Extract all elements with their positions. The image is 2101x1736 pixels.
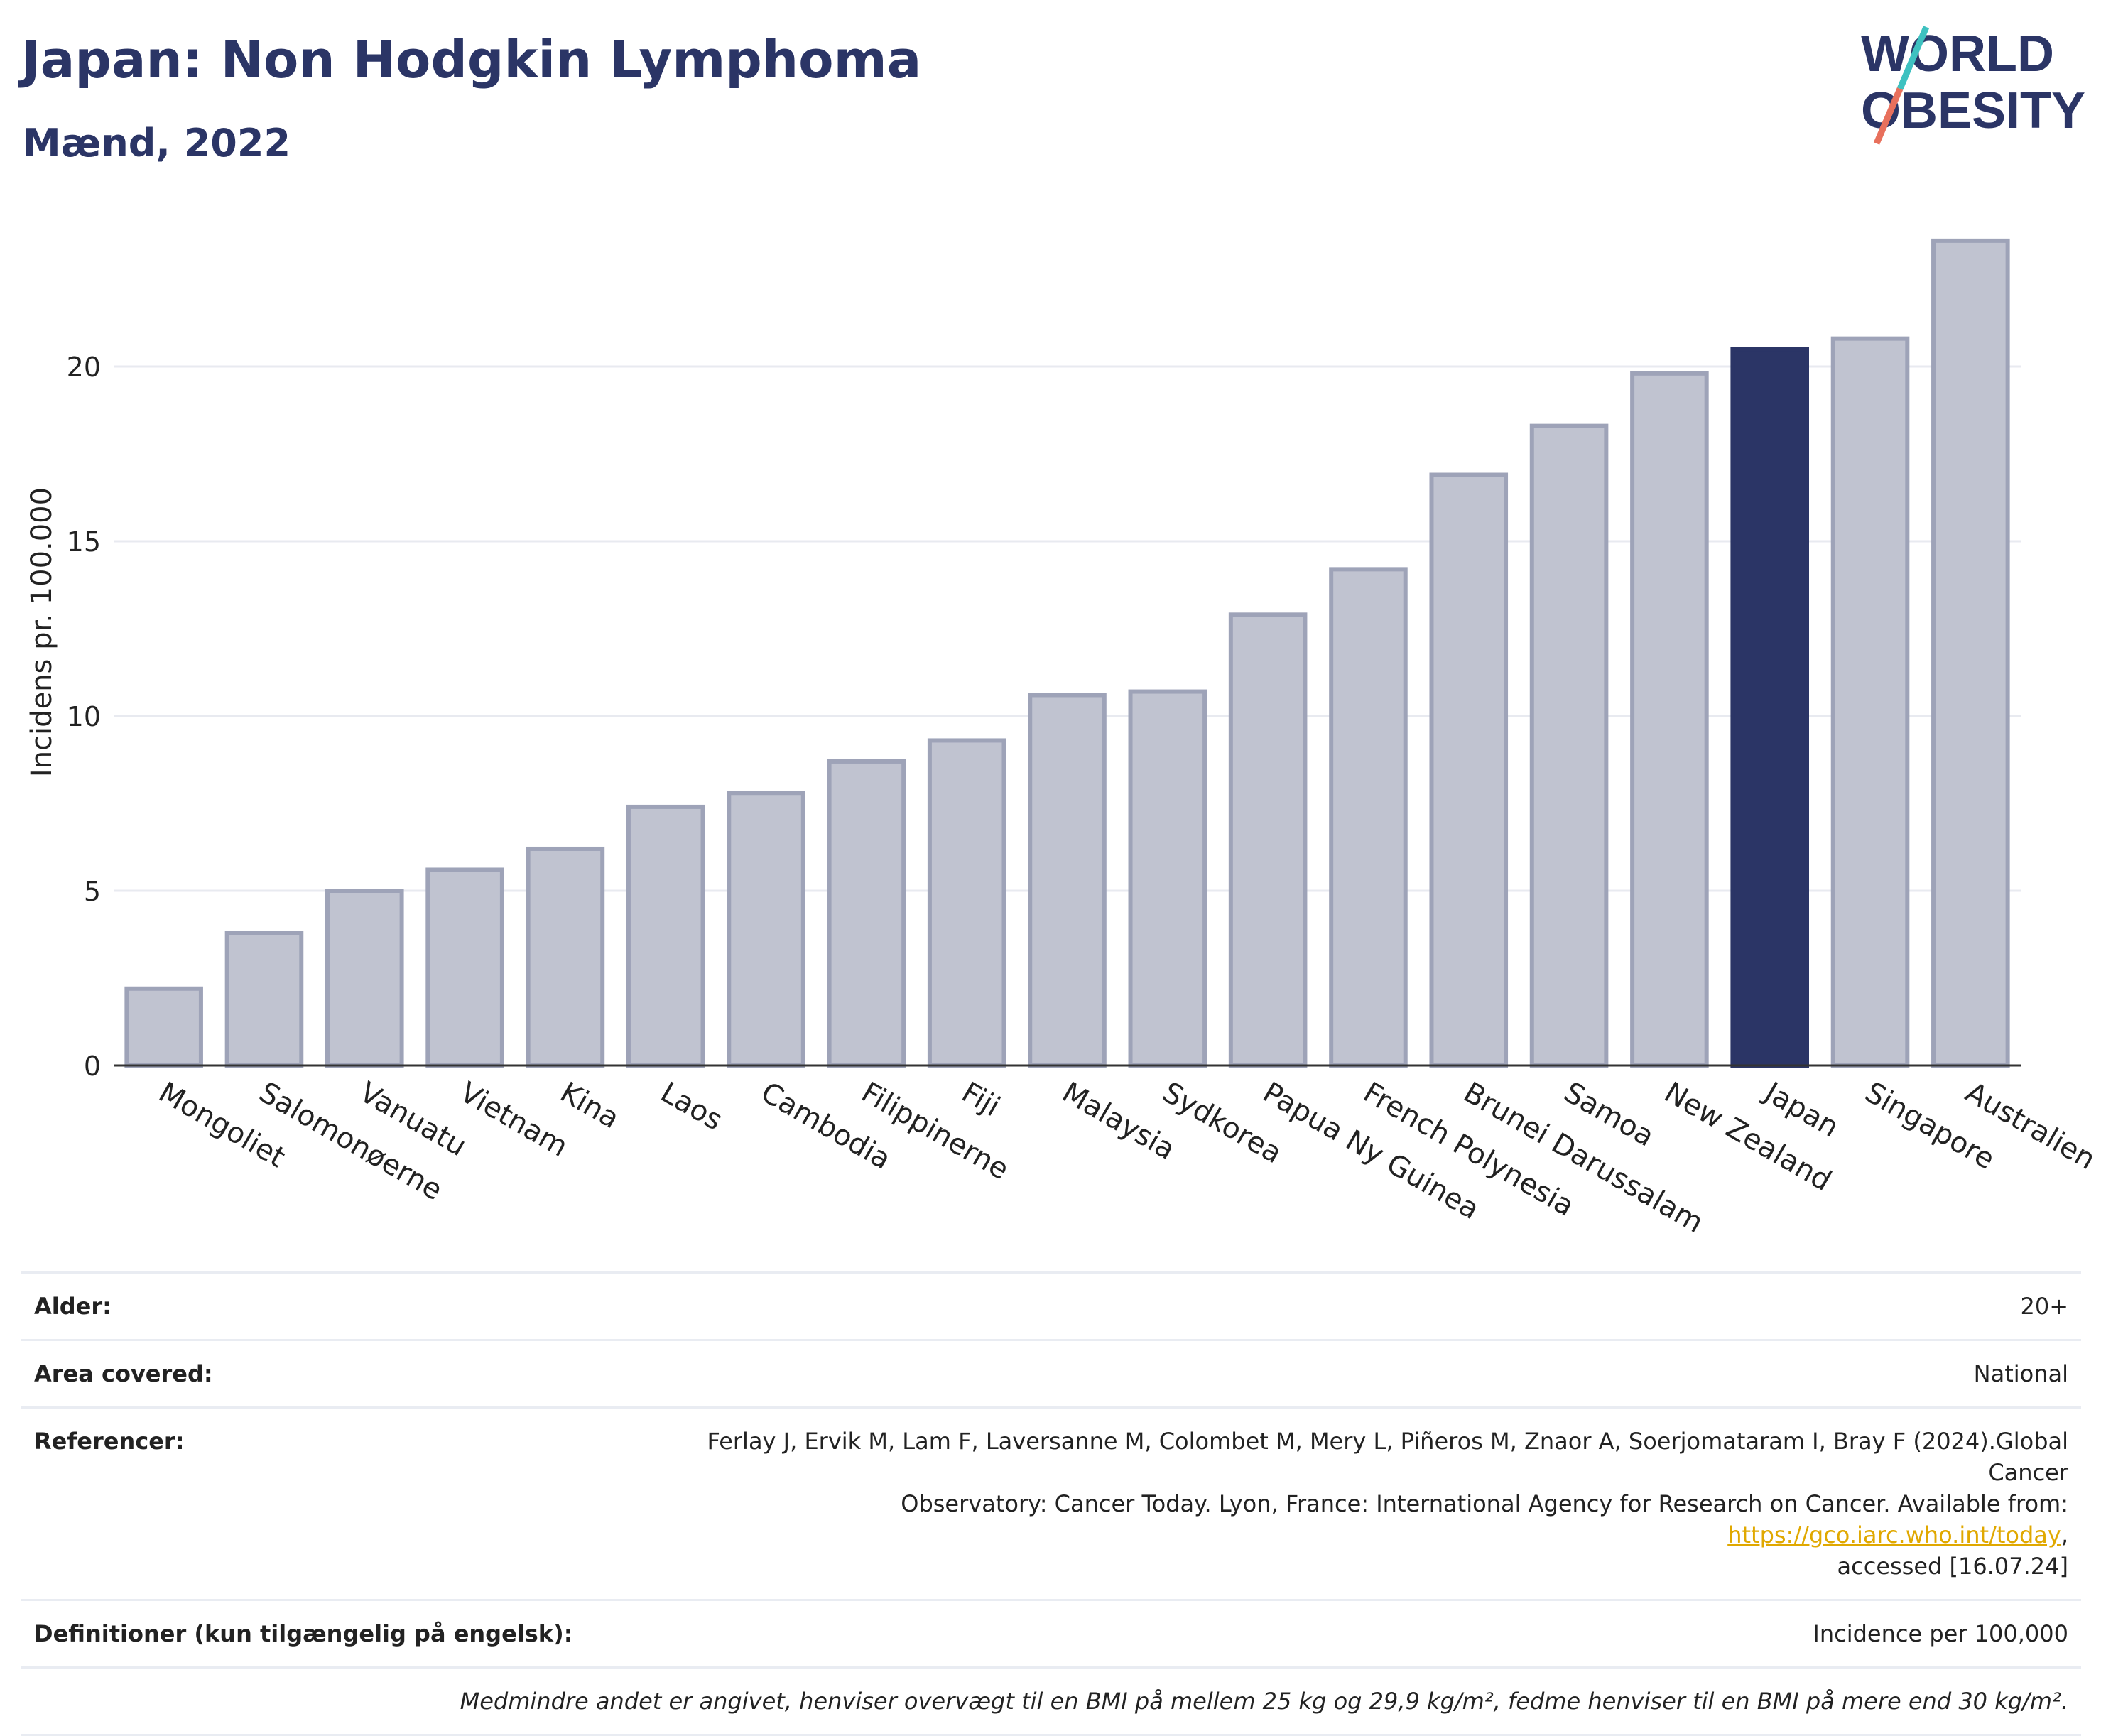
info-row-note: Medmindre andet er angivet, henviser ove…	[21, 1666, 2081, 1736]
age-label: Alder:	[34, 1293, 112, 1320]
bar-laos	[626, 804, 705, 1068]
y-axis-label: Incidens pr. 100.000	[26, 487, 58, 777]
references-label: Referencer:	[34, 1428, 185, 1455]
bar-new-zealand	[1630, 371, 1709, 1068]
x-tick-label: Kina	[555, 1076, 625, 1135]
reference-text-4: accessed [16.07.24]	[1837, 1553, 2068, 1580]
info-table: Alder: 20+ Area covered: National Refere…	[21, 1271, 2081, 1736]
y-tick-label: 15	[67, 526, 101, 558]
y-tick-label: 20	[67, 352, 101, 383]
bar-chart: 0 5 10 15 20 MongolietSalomonøerneVanuatuVie…	[26, 238, 2101, 1239]
info-row-age: Alder: 20+	[21, 1271, 2081, 1339]
x-tick-label: Malaysia	[1057, 1076, 1180, 1166]
bar-vanuatu	[325, 889, 404, 1068]
bar-salomonøerne	[224, 931, 304, 1068]
bar-japan	[1730, 347, 1809, 1068]
world-obesity-logo: WORLD OBESITY	[1861, 26, 2085, 145]
bar-kina	[526, 846, 605, 1068]
definitions-value: Incidence per 100,000	[1813, 1620, 2068, 1647]
bar-mongoliet	[124, 986, 203, 1068]
x-tick-label: Vietnam	[455, 1076, 573, 1163]
y-tick-label: 10	[67, 701, 101, 732]
bar-australien	[1931, 238, 2010, 1068]
page-title: Japan: Non Hodgkin Lymphoma	[21, 30, 922, 89]
bmi-note: Medmindre andet er angivet, henviser ove…	[460, 1688, 2068, 1715]
info-row-definitions: Definitioner (kun tilgængelig på engelsk…	[21, 1599, 2081, 1666]
svg-text:WORLD: WORLD	[1861, 26, 2054, 82]
bar-french-polynesia	[1329, 567, 1408, 1068]
bar-brunei-darussalam	[1429, 472, 1509, 1068]
bar-malaysia	[1028, 693, 1107, 1068]
reference-text-3: ,	[2061, 1521, 2068, 1548]
page-subtitle: Mænd, 2022	[23, 121, 291, 166]
bar-filippinerne	[827, 759, 906, 1068]
definitions-label: Definitioner (kun tilgængelig på engelsk…	[34, 1620, 573, 1647]
reference-text-2: Observatory: Cancer Today. Lyon, France:…	[901, 1490, 2068, 1517]
bars	[124, 238, 2010, 1068]
bar-singapore	[1830, 336, 1910, 1068]
bar-papua-ny-guinea	[1228, 612, 1308, 1068]
reference-link[interactable]: https://gco.iarc.who.int/today	[1727, 1521, 2061, 1548]
bar-sydkorea	[1128, 689, 1207, 1068]
y-tick-label: 0	[84, 1051, 101, 1082]
info-row-area: Area covered: National	[21, 1339, 2081, 1406]
y-axis-ticks: 0 5 10 15 20	[67, 352, 101, 1082]
x-tick-label: Laos	[655, 1076, 728, 1137]
age-value: 20+	[2020, 1293, 2068, 1320]
bar-vietnam	[425, 867, 504, 1068]
info-row-references: Referencer: Ferlay J, Ervik M, Lam F, La…	[21, 1406, 2081, 1599]
x-tick-label: New Zealand	[1658, 1076, 1837, 1198]
bar-fiji	[927, 738, 1006, 1068]
area-value: National	[1973, 1360, 2068, 1387]
area-label: Area covered:	[34, 1360, 213, 1387]
reference-text-1: Ferlay J, Ervik M, Lam F, Laversanne M, …	[707, 1428, 2068, 1486]
references-value: Ferlay J, Ervik M, Lam F, Laversanne M, …	[659, 1426, 2068, 1582]
bar-samoa	[1529, 423, 1609, 1068]
y-tick-label: 5	[84, 876, 101, 907]
x-tick-label: Fiji	[956, 1076, 1005, 1124]
bar-cambodia	[727, 791, 805, 1068]
